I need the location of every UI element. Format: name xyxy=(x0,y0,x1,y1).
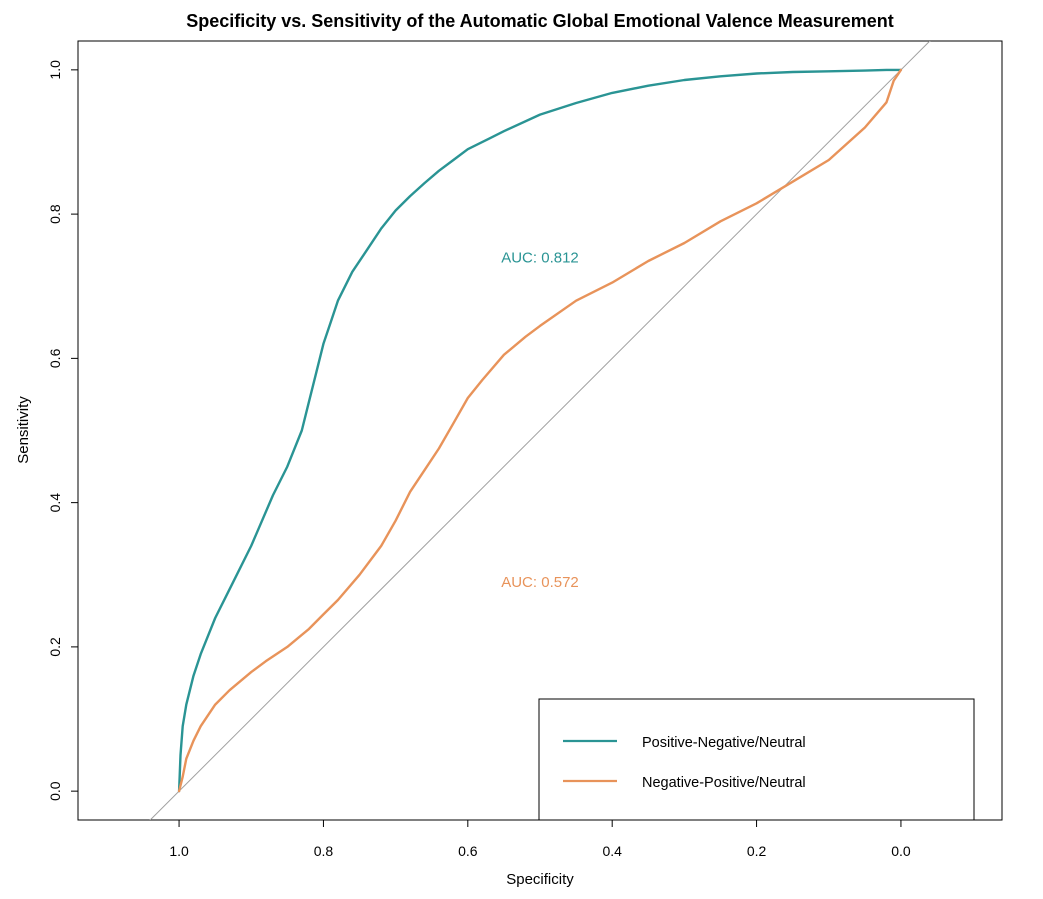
x-axis: 1.0 0.8 0.6 0.4 0.2 0.0 xyxy=(169,819,911,859)
y-axis: 0.0 0.2 0.4 0.6 0.8 1.0 xyxy=(47,60,78,801)
y-tick-label: 0.6 xyxy=(47,348,63,368)
x-tick-label: 0.6 xyxy=(458,843,478,859)
plot-area xyxy=(149,41,931,820)
y-tick-label: 0.4 xyxy=(47,493,63,513)
x-tick-label: 0.4 xyxy=(602,843,622,859)
reference-diagonal xyxy=(149,41,931,820)
x-tick-label: 0.2 xyxy=(747,843,767,859)
x-tick-label: 0.0 xyxy=(891,843,911,859)
legend: Positive-Negative/Neutral Negative-Posit… xyxy=(538,698,975,821)
legend-label-negative: Negative-Positive/Neutral xyxy=(642,775,806,791)
chart-title: Specificity vs. Sensitivity of the Autom… xyxy=(186,11,894,31)
y-tick-label: 1.0 xyxy=(47,60,63,80)
legend-label-positive: Positive-Negative/Neutral xyxy=(642,735,806,751)
y-tick-label: 0.2 xyxy=(47,637,63,657)
series-line-0 xyxy=(177,68,903,793)
x-axis-label: Specificity xyxy=(506,871,574,888)
auc-label-0: AUC: 0.812 xyxy=(501,249,579,266)
auc-label-1: AUC: 0.572 xyxy=(501,574,579,591)
legend-box xyxy=(538,698,975,821)
x-tick-label: 1.0 xyxy=(169,843,189,859)
x-tick-label: 0.8 xyxy=(314,843,334,859)
y-tick-label: 0.8 xyxy=(47,204,63,224)
y-tick-label: 0.0 xyxy=(47,781,63,801)
y-axis-label: Sensitivity xyxy=(15,396,32,464)
series-line-1 xyxy=(177,68,903,793)
